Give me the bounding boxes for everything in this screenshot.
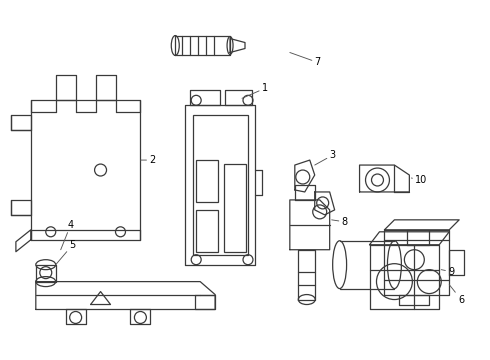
Bar <box>193 115 248 255</box>
Text: 1: 1 <box>242 84 268 98</box>
Text: 3: 3 <box>315 150 336 165</box>
Text: 7: 7 <box>290 53 321 67</box>
Bar <box>196 210 218 252</box>
Text: 6: 6 <box>449 285 464 305</box>
Bar <box>224 164 246 252</box>
Text: 5: 5 <box>56 240 76 265</box>
Text: 2: 2 <box>141 155 155 165</box>
Text: 9: 9 <box>441 267 454 276</box>
Text: 8: 8 <box>332 217 348 227</box>
Text: 10: 10 <box>412 175 427 185</box>
Text: 4: 4 <box>61 220 74 250</box>
Bar <box>196 160 218 202</box>
